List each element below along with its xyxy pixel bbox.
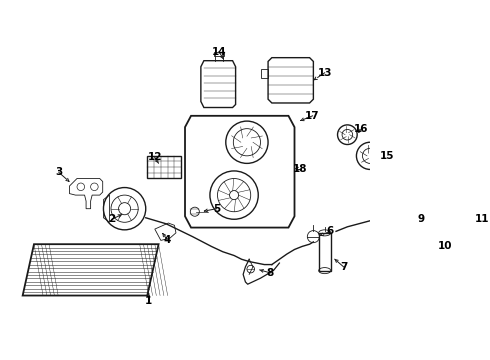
Text: 6: 6	[326, 226, 334, 237]
Text: 14: 14	[212, 47, 226, 57]
Bar	[318, 233, 331, 271]
Bar	[261, 69, 268, 78]
Text: 5: 5	[213, 204, 220, 214]
Text: 18: 18	[294, 164, 308, 174]
Text: 3: 3	[55, 167, 63, 177]
Text: 2: 2	[108, 214, 115, 224]
Text: 16: 16	[354, 125, 368, 134]
Text: 9: 9	[418, 214, 425, 224]
Text: 11: 11	[474, 214, 489, 224]
Text: 7: 7	[340, 262, 347, 272]
Text: 4: 4	[164, 235, 171, 246]
Text: 15: 15	[379, 151, 394, 161]
Bar	[147, 156, 181, 179]
Text: 17: 17	[305, 111, 320, 121]
Text: 10: 10	[438, 242, 453, 251]
Text: 13: 13	[318, 68, 332, 78]
Bar	[214, 51, 224, 56]
Text: 12: 12	[147, 152, 162, 162]
Text: 8: 8	[267, 268, 274, 278]
Text: 1: 1	[145, 296, 152, 306]
